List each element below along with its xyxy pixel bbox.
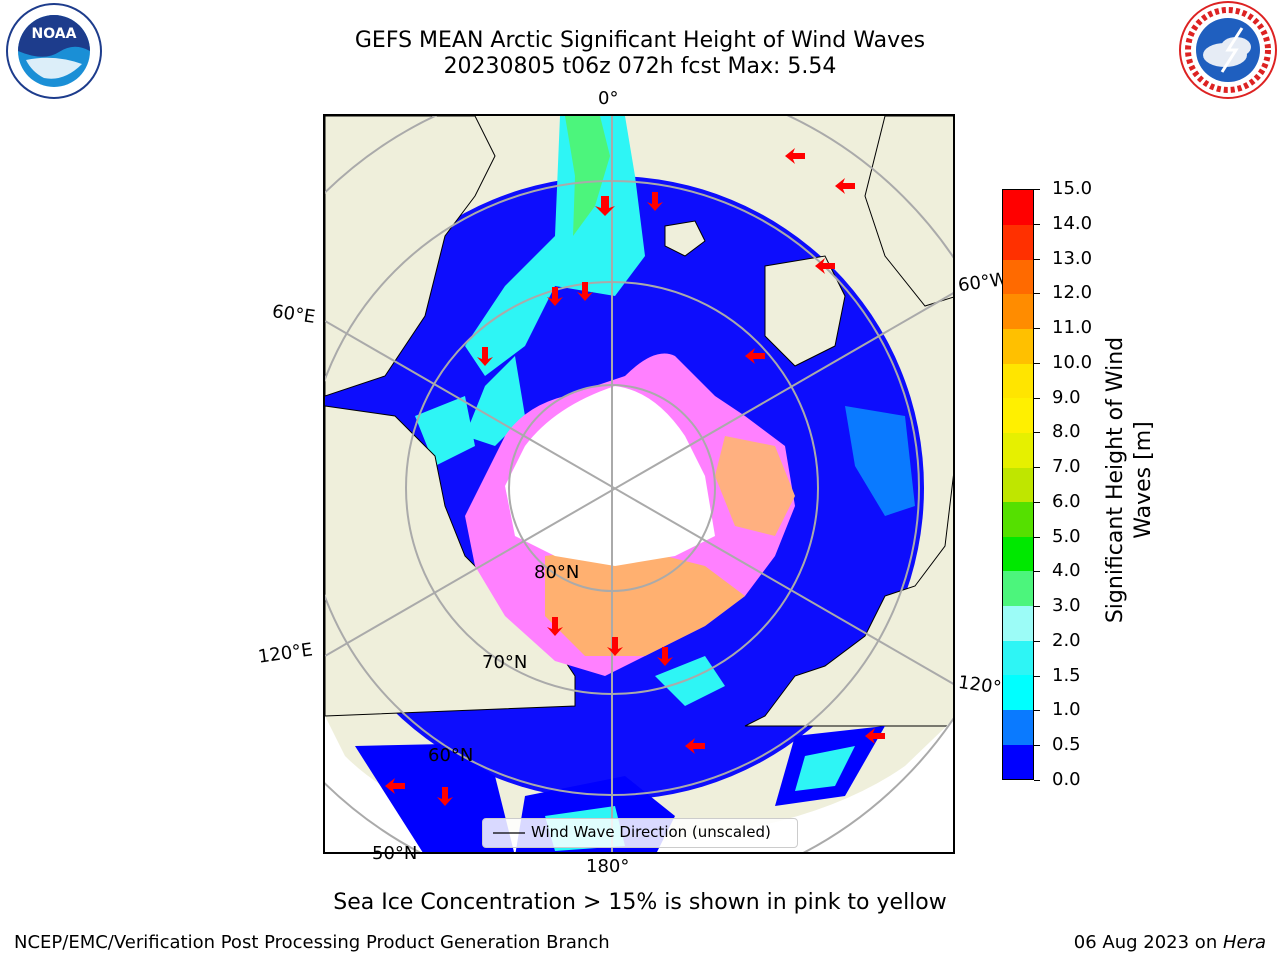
colorbar-segment (1003, 363, 1033, 399)
colorbar-segment (1003, 709, 1033, 745)
colorbar-tick-label: 0.0 (1052, 769, 1081, 790)
colorbar-tick-label: 10.0 (1052, 351, 1093, 373)
noaa-logo-text: NOAA (32, 26, 77, 42)
colorbar-tick-mark (1034, 640, 1040, 642)
chart-subtitle: 20230805 t06z 072h fcst Max: 5.54 (443, 54, 837, 79)
colorbar-tick-mark (1034, 293, 1040, 295)
colorbar-tick-mark (1034, 745, 1040, 747)
colorbar-segment (1003, 432, 1033, 468)
colorbar-tick-mark (1034, 571, 1040, 573)
colorbar-tick-label: 7.0 (1052, 456, 1081, 478)
colorbar-tick-mark (1034, 432, 1040, 434)
colorbar-tick-mark (1034, 328, 1040, 330)
colorbar-tick-mark (1034, 362, 1040, 364)
colorbar-tick-label: 0.5 (1052, 734, 1081, 756)
noaa-logo: NOAA (4, 2, 104, 104)
lon-label-0: 0° (598, 88, 619, 109)
colorbar-tick-mark (1034, 675, 1040, 677)
colorbar-segment (1003, 571, 1033, 607)
colorbar-segment (1003, 744, 1033, 780)
colorbar-segment (1003, 328, 1033, 364)
colorbar-tick-label: 13.0 (1052, 247, 1093, 269)
map-legend: Wind Wave Direction (unscaled) (482, 818, 798, 848)
colorbar-segment (1003, 224, 1033, 260)
colorbar-tick-label: 6.0 (1052, 490, 1081, 512)
colorbar-tick-label: 2.0 (1052, 629, 1081, 651)
chart-title: GEFS MEAN Arctic Significant Height of W… (354, 28, 926, 53)
wind-arrows (385, 148, 885, 806)
footer-date: 06 Aug 2023 on Hera (1074, 932, 1266, 953)
colorbar-tick-mark (1034, 606, 1040, 608)
lat-label-60n: 60°N (428, 745, 474, 766)
colorbar-tick-label: 15.0 (1052, 178, 1093, 199)
colorbar-tick-label: 4.0 (1052, 560, 1081, 582)
colorbar-segment (1003, 190, 1033, 225)
colorbar (1002, 189, 1034, 780)
colorbar-segment (1003, 501, 1033, 537)
polar-map (323, 114, 955, 854)
colorbar-tick-label: 14.0 (1052, 212, 1093, 234)
colorbar-segment (1003, 640, 1033, 676)
map-svg (325, 116, 953, 852)
lat-label-50n: 50°N (372, 843, 418, 864)
lat-label-70n: 70°N (482, 652, 528, 673)
lon-label-180: 180° (586, 856, 630, 877)
colorbar-tick-label: 11.0 (1052, 317, 1093, 339)
colorbar-tick-mark (1034, 223, 1040, 225)
colorbar-tick-mark (1034, 710, 1040, 712)
colorbar-tick-label: 9.0 (1052, 386, 1081, 408)
colorbar-segment (1003, 397, 1033, 433)
colorbar-tick-mark (1034, 780, 1040, 781)
colorbar-segment (1003, 605, 1033, 641)
sea-ice-caption: Sea Ice Concentration > 15% is shown in … (333, 890, 947, 915)
colorbar-tick-mark (1034, 467, 1040, 469)
footer-credit: NCEP/EMC/Verification Post Processing Pr… (14, 932, 610, 953)
colorbar-tick-label: 1.5 (1052, 664, 1081, 686)
colorbar-tick-mark (1034, 189, 1040, 190)
nws-logo (1178, 0, 1278, 104)
legend-label: Wind Wave Direction (unscaled) (531, 823, 771, 841)
colorbar-tick-label: 3.0 (1052, 595, 1081, 617)
footer-host: Hera (1222, 932, 1266, 953)
colorbar-tick-mark (1034, 501, 1040, 503)
colorbar-tick-label: 8.0 (1052, 421, 1081, 443)
colorbar-tick-label: 5.0 (1052, 525, 1081, 547)
colorbar-segment (1003, 259, 1033, 295)
colorbar-segment (1003, 293, 1033, 329)
colorbar-title: Significant Height of Wind Waves [m] (1103, 336, 1156, 624)
legend-line-icon (493, 832, 525, 834)
footer-date-text: 06 Aug 2023 on (1073, 932, 1223, 953)
colorbar-segment (1003, 675, 1033, 711)
colorbar-tick-label: 1.0 (1052, 699, 1081, 721)
colorbar-tick-mark (1034, 536, 1040, 538)
colorbar-tick-label: 12.0 (1052, 282, 1093, 304)
colorbar-tick-mark (1034, 397, 1040, 399)
colorbar-segment (1003, 467, 1033, 503)
colorbar-segment (1003, 536, 1033, 572)
lon-label-120e: 120°E (256, 639, 314, 668)
lat-label-80n: 80°N (534, 562, 580, 583)
colorbar-tick-mark (1034, 258, 1040, 260)
graticule (325, 116, 953, 852)
lon-label-60e: 60°E (270, 301, 317, 328)
